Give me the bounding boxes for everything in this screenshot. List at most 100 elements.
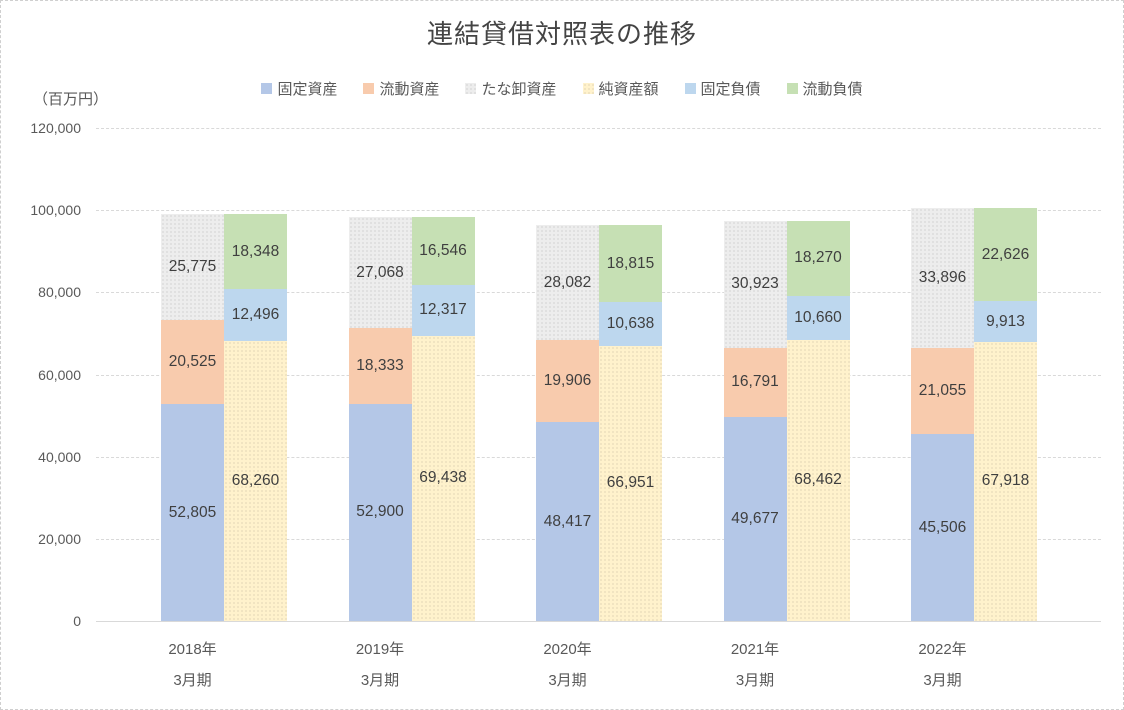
legend-swatch-icon xyxy=(786,83,798,94)
x-tick-period: 3月期 xyxy=(173,672,212,689)
bar-segment-固定資産: 48,417 xyxy=(536,422,599,621)
data-label-たな卸資産: 30,923 xyxy=(731,275,779,293)
data-label-流動資産: 18,333 xyxy=(356,357,404,374)
legend-swatch-icon xyxy=(363,83,375,94)
bar-segment-固定資産: 52,805 xyxy=(161,404,224,621)
bar-segment-流動資産: 19,906 xyxy=(536,340,599,423)
bar-segment-たな卸資産: 33,896 xyxy=(911,208,974,348)
bar-segment-たな卸資産: 27,068 xyxy=(348,217,412,329)
data-label-固定負債: 10,638 xyxy=(606,315,655,333)
data-label-流動資産: 19,906 xyxy=(543,372,592,390)
x-axis-line xyxy=(96,621,1101,622)
legend-item-流動負債: 流動負債 xyxy=(786,78,863,99)
bar-segment-たな卸資産: 30,923 xyxy=(723,220,787,348)
y-tick-label: 20,000 xyxy=(38,530,81,547)
y-tick-label: 120,000 xyxy=(30,120,81,136)
data-label-純資産額: 66,951 xyxy=(606,474,655,492)
bar-segment-固定資産: 52,900 xyxy=(348,403,412,621)
legend-swatch-icon xyxy=(582,83,594,94)
bar-segment-たな卸資産: 28,082 xyxy=(536,224,599,341)
data-label-流動資産: 21,055 xyxy=(918,381,967,399)
data-label-固定負債: 12,496 xyxy=(231,305,280,323)
y-axis-unit-label: （百万円） xyxy=(33,91,109,108)
data-label-固定負債: 12,317 xyxy=(419,301,467,319)
x-tick-period: 3月期 xyxy=(735,672,775,689)
data-label-流動負債: 18,270 xyxy=(794,249,842,267)
bar-segment-流動資産: 20,525 xyxy=(161,319,224,405)
x-tick-year: 2020年 xyxy=(543,641,592,658)
bar-segment-固定負債: 10,638 xyxy=(599,302,662,346)
bar-segment-流動負債: 18,815 xyxy=(599,224,662,303)
data-label-流動負債: 18,348 xyxy=(231,242,280,260)
data-label-流動資産: 16,791 xyxy=(731,373,779,391)
bar-segment-固定資産: 49,677 xyxy=(723,416,787,621)
data-label-流動負債: 16,546 xyxy=(419,242,467,260)
gridline xyxy=(96,210,1101,212)
data-label-純資産額: 69,438 xyxy=(419,469,467,487)
bar-segment-純資産額: 68,462 xyxy=(786,339,850,621)
legend: 固定資産 流動資産 たな卸資産 純資産額 固定負債 流動負債 xyxy=(1,78,1123,99)
data-label-純資産額: 68,260 xyxy=(231,471,280,489)
bar-segment-固定負債: 12,496 xyxy=(224,289,287,341)
x-tick-period: 3月期 xyxy=(360,672,400,689)
x-tick-year: 2019年 xyxy=(355,641,405,658)
legend-label: 固定資産 xyxy=(277,81,338,98)
bar-segment-流動負債: 16,546 xyxy=(411,217,475,286)
legend-label: 固定負債 xyxy=(700,81,761,98)
data-label-固定負債: 9,913 xyxy=(986,312,1025,330)
x-tick-year: 2022年 xyxy=(918,641,967,658)
bar-segment-純資産額: 68,260 xyxy=(224,340,287,621)
data-label-固定資産: 49,677 xyxy=(731,509,779,527)
bar-segment-純資産額: 69,438 xyxy=(411,335,475,621)
legend-swatch-icon xyxy=(261,83,273,94)
legend-item-たな卸資産: たな卸資産 xyxy=(465,78,557,99)
x-tick-label: 2019年 3月期 xyxy=(300,634,460,696)
data-label-固定負債: 10,660 xyxy=(794,308,842,326)
y-tick-label: 80,000 xyxy=(38,284,81,301)
bar-segment-固定負債: 9,913 xyxy=(974,301,1037,342)
bar-segment-流動負債: 18,348 xyxy=(224,213,287,290)
x-tick-period: 3月期 xyxy=(923,672,962,689)
bar-segment-流動負債: 22,626 xyxy=(974,208,1037,302)
x-tick-year: 2021年 xyxy=(730,641,780,658)
bar-segment-固定負債: 12,317 xyxy=(411,285,475,336)
bar-segment-たな卸資産: 25,775 xyxy=(161,213,224,320)
data-label-純資産額: 68,462 xyxy=(794,471,842,489)
data-label-固定資産: 45,506 xyxy=(918,518,967,536)
legend-label: たな卸資産 xyxy=(481,81,557,98)
y-tick-label: 60,000 xyxy=(38,366,81,383)
data-label-たな卸資産: 27,068 xyxy=(356,263,404,281)
y-tick-label: 40,000 xyxy=(38,448,81,465)
bar-segment-流動負債: 18,270 xyxy=(786,220,850,296)
x-tick-label: 2018年 3月期 xyxy=(113,634,273,696)
data-label-流動資産: 20,525 xyxy=(168,352,217,370)
data-label-たな卸資産: 25,775 xyxy=(168,257,217,275)
x-tick-year: 2018年 xyxy=(168,641,217,658)
data-label-固定資産: 48,417 xyxy=(543,512,592,530)
x-tick-label: 2020年 3月期 xyxy=(488,634,648,696)
bar-segment-純資産額: 67,918 xyxy=(974,341,1037,621)
bar-segment-流動資産: 16,791 xyxy=(723,347,787,417)
data-label-流動負債: 18,815 xyxy=(606,254,655,272)
bar-segment-流動資産: 18,333 xyxy=(348,328,412,404)
legend-item-固定負債: 固定負債 xyxy=(684,78,761,99)
bar-segment-固定負債: 10,660 xyxy=(786,295,850,340)
y-tick-label: 100,000 xyxy=(30,202,81,219)
legend-swatch-icon xyxy=(684,83,696,94)
data-label-固定資産: 52,805 xyxy=(168,503,217,521)
legend-label: 流動負債 xyxy=(802,81,863,98)
legend-item-純資産額: 純資産額 xyxy=(582,78,659,99)
bar-segment-純資産額: 66,951 xyxy=(599,345,662,621)
chart-title: 連結貸借対照表の推移 xyxy=(426,19,697,49)
x-tick-period: 3月期 xyxy=(548,672,587,689)
legend-swatch-icon xyxy=(465,83,477,94)
bar-segment-流動資産: 21,055 xyxy=(911,347,974,435)
data-label-固定資産: 52,900 xyxy=(356,503,404,521)
data-label-たな卸資産: 28,082 xyxy=(543,273,592,291)
legend-item-流動資産: 流動資産 xyxy=(363,78,439,99)
data-label-たな卸資産: 33,896 xyxy=(918,268,967,286)
legend-label: 純資産額 xyxy=(598,81,659,98)
x-tick-label: 2021年 3月期 xyxy=(675,634,835,696)
y-tick-label: 0 xyxy=(73,613,81,629)
